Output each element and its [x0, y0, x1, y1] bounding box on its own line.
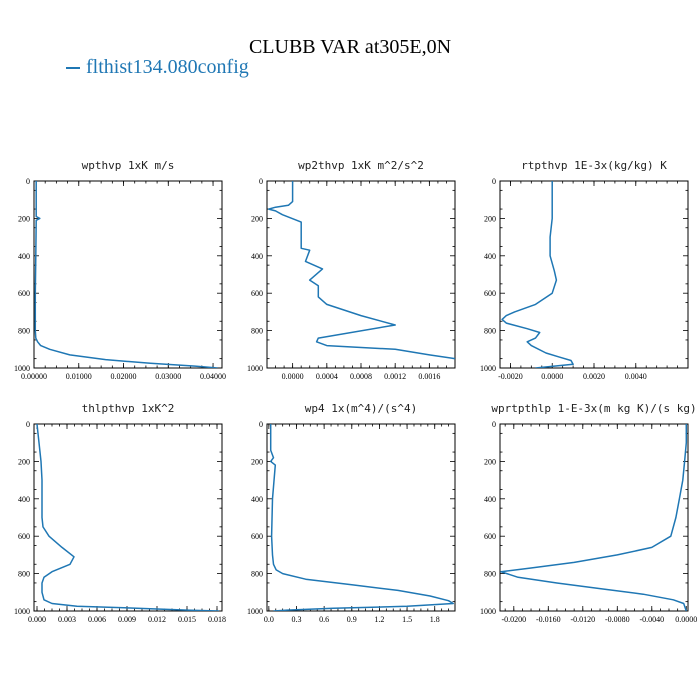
y-tick-label: 1000 — [14, 607, 30, 616]
x-tick-label: 0.0000 — [541, 372, 563, 381]
panel-title: wpthvp 1xK m/s — [82, 159, 175, 172]
y-tick-label: 800 — [251, 327, 263, 336]
y-tick-label: 600 — [484, 532, 496, 541]
y-tick-label: 400 — [18, 252, 30, 261]
x-tick-label: 0.0000 — [282, 372, 304, 381]
series-line — [269, 424, 454, 611]
x-tick-label: -0.0200 — [501, 615, 526, 624]
x-tick-label: 0.009 — [118, 615, 136, 624]
y-tick-label: 600 — [484, 289, 496, 298]
x-tick-label: -0.0120 — [570, 615, 595, 624]
x-tick-label: 0.012 — [148, 615, 166, 624]
y-tick-label: 600 — [251, 289, 263, 298]
y-tick-label: 200 — [484, 214, 496, 223]
x-tick-label: -0.0080 — [605, 615, 630, 624]
x-tick-label: -0.0020 — [498, 372, 523, 381]
x-tick-label: 0.015 — [178, 615, 196, 624]
panel-4: thlpthvp 1xK^2 0.000 0.003 0.006 0.009 0.012 0… — [14, 402, 226, 624]
x-tick-label: 0.0000 — [675, 615, 697, 624]
x-tick-label: 0.01000 — [66, 372, 92, 381]
x-tick-label: 0.04000 — [200, 372, 226, 381]
x-tick-label: 0.9 — [347, 615, 357, 624]
plot-frame — [499, 423, 689, 612]
legend-swatch — [66, 67, 80, 70]
plot-frame — [266, 423, 456, 612]
x-tick-label: 0.000 — [28, 615, 46, 624]
y-tick-label: 0 — [26, 420, 30, 429]
series-line — [34, 181, 218, 368]
x-tick-label: 0.0012 — [384, 372, 406, 381]
panel-3: rtpthvp 1E-3x(kg/kg) K -0.0020 0.0000 0.002… — [480, 159, 689, 381]
figure-title: CLUBB VAR at305E,0N — [248, 36, 452, 58]
y-tick-label: 400 — [484, 495, 496, 504]
x-tick-label: 0.0020 — [583, 372, 605, 381]
x-tick-label: 0.02000 — [111, 372, 137, 381]
x-tick-label: 0.0008 — [350, 372, 372, 381]
x-tick-label: -0.0160 — [536, 615, 561, 624]
y-tick-label: 200 — [251, 214, 263, 223]
y-tick-label: 400 — [18, 495, 30, 504]
y-tick-label: 800 — [18, 570, 30, 579]
y-tick-label: 0 — [26, 177, 30, 186]
plot-frame — [33, 423, 223, 612]
plot-frame — [266, 180, 456, 369]
y-tick-label: 200 — [251, 457, 263, 466]
panel-title: thlpthvp 1xK^2 — [82, 402, 175, 415]
x-tick-label: 0.003 — [58, 615, 76, 624]
y-tick-label: 1000 — [247, 364, 263, 373]
y-tick-label: 0 — [492, 177, 496, 186]
y-tick-label: 0 — [259, 420, 263, 429]
series-line — [501, 181, 574, 368]
panel-2: wp2thvp 1xK m^2/s^2 0.0000 0.0004 0.0008 0.0… — [247, 159, 456, 381]
x-tick-label: 0.0016 — [418, 372, 440, 381]
y-tick-label: 800 — [251, 570, 263, 579]
panel-title: wp4 1x(m^4)/(s^4) — [305, 402, 418, 415]
legend: flthist134.080config — [66, 56, 249, 79]
x-tick-label: 1.8 — [430, 615, 440, 624]
y-tick-label: 400 — [484, 252, 496, 261]
y-tick-label: 400 — [251, 495, 263, 504]
x-tick-label: 0.00000 — [21, 372, 47, 381]
panel-title: wprtpthlp 1-E-3x(m kg K)/(s kg) — [491, 402, 696, 415]
x-tick-label: 1.5 — [402, 615, 412, 624]
series-line — [267, 181, 455, 360]
y-tick-label: 600 — [18, 532, 30, 541]
panel-title: wp2thvp 1xK m^2/s^2 — [298, 159, 424, 172]
x-tick-label: 0.0 — [264, 615, 274, 624]
plot-frame — [33, 180, 223, 369]
x-tick-label: -0.0040 — [639, 615, 664, 624]
series-line — [500, 424, 688, 611]
x-tick-label: 0.3 — [291, 615, 301, 624]
y-tick-label: 600 — [251, 532, 263, 541]
panel-6: wprtpthlp 1-E-3x(m kg K)/(s kg) -0.0200 -0… — [480, 402, 697, 624]
y-tick-label: 1000 — [247, 607, 263, 616]
y-tick-label: 1000 — [14, 364, 30, 373]
y-tick-label: 1000 — [480, 364, 496, 373]
legend-label: flthist134.080config — [86, 56, 249, 78]
x-tick-label: 0.018 — [208, 615, 226, 624]
x-tick-label: 0.0040 — [625, 372, 647, 381]
panel-5: wp4 1x(m^4)/(s^4) 0.0 0.3 0.6 0.9 1.2 1.5 1.8 0 2… — [247, 402, 456, 624]
x-tick-label: 0.006 — [88, 615, 106, 624]
y-tick-label: 800 — [484, 327, 496, 336]
plot-frame — [499, 180, 689, 369]
y-tick-label: 400 — [251, 252, 263, 261]
y-tick-label: 200 — [484, 457, 496, 466]
y-tick-label: 1000 — [480, 607, 496, 616]
x-tick-label: 1.2 — [374, 615, 384, 624]
x-tick-label: 0.0004 — [316, 372, 338, 381]
y-tick-label: 200 — [18, 457, 30, 466]
panel-title: rtpthvp 1E-3x(kg/kg) K — [521, 159, 667, 172]
y-tick-label: 800 — [484, 570, 496, 579]
y-tick-label: 600 — [18, 289, 30, 298]
y-tick-label: 200 — [18, 214, 30, 223]
x-tick-label: 0.03000 — [155, 372, 181, 381]
panel-1: wpthvp 1xK m/s 0.00000 0.01000 0.02000 0.030… — [14, 159, 226, 381]
x-tick-label: 0.6 — [319, 615, 329, 624]
y-tick-label: 0 — [259, 177, 263, 186]
series-line — [36, 424, 220, 611]
y-tick-label: 800 — [18, 327, 30, 336]
y-tick-label: 0 — [492, 420, 496, 429]
